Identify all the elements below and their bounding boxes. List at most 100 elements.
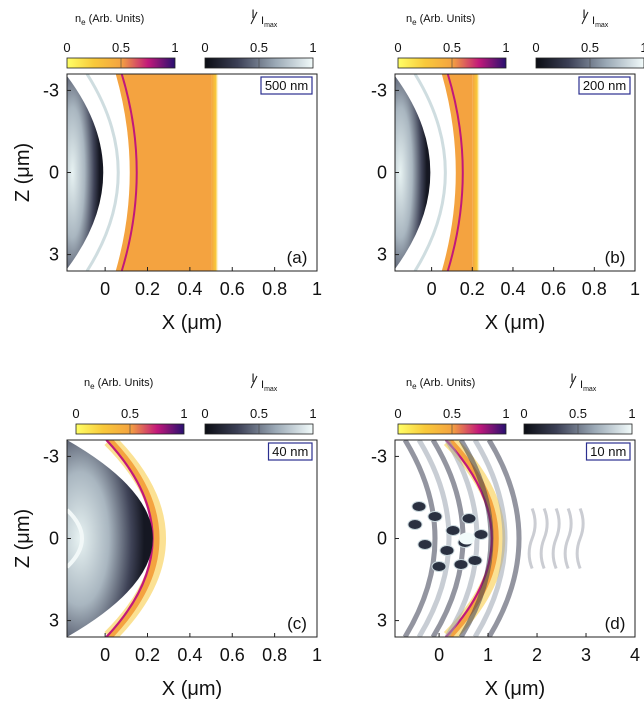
y-tick-label: 3: [377, 245, 387, 265]
x-tick-label: 0.8: [262, 279, 287, 299]
interference-fringe: [486, 440, 522, 637]
laser-beam: [67, 76, 104, 269]
x-tick-label: 1: [630, 279, 640, 299]
x-axis-label: X (μm): [485, 312, 545, 334]
density-colorbar-tick-label: 1: [502, 406, 509, 421]
intensity-blob: [427, 511, 443, 522]
transmitted-wave: [527, 507, 537, 570]
laser-beam: [67, 440, 153, 637]
density-edge: [211, 74, 220, 271]
intensity-colorbar-tick-label: 0: [532, 40, 539, 55]
y-tick-label: 0: [377, 163, 387, 183]
transmitted-wave: [563, 507, 573, 570]
x-tick-label: 1: [312, 279, 322, 299]
density-layer: [446, 440, 499, 637]
intensity-blob: [453, 559, 469, 570]
beam-inner-ring: [67, 508, 84, 569]
x-tick-label: 0: [434, 645, 444, 665]
intensity-blob: [411, 501, 427, 512]
intensity-blob: [417, 539, 433, 550]
y-tick-label: -3: [371, 446, 387, 466]
intensity-colorbar-tick-label: 0.5: [581, 40, 599, 55]
transmitted-wave: [575, 507, 585, 570]
beam-rim: [85, 74, 120, 271]
interference-fringe: [416, 440, 452, 637]
thickness-label: 10 nm: [590, 444, 626, 459]
intensity-blob: [461, 513, 477, 524]
y-tick-label: 3: [49, 245, 59, 265]
density-colorbar-tick-label: 0.5: [112, 40, 130, 55]
intensity-colorbar-slash: [581, 11, 589, 25]
panel-label: (a): [287, 248, 308, 267]
panel-label: (b): [605, 248, 626, 267]
density-slab: [115, 74, 212, 271]
density-colorbar-title: ne (Arb. Units): [406, 13, 475, 27]
transmitted-wave: [551, 507, 561, 570]
density-colorbar-tick-label: 0.5: [443, 40, 461, 55]
x-tick-label: 0.2: [135, 645, 160, 665]
intensity-blob: [431, 561, 447, 572]
thickness-label-box: [267, 442, 313, 461]
density-colorbar-title: ne (Arb. Units): [84, 377, 153, 391]
y-tick-label: -3: [371, 80, 387, 100]
intensity-colorbar-slash: [569, 375, 577, 389]
density-colorbar-tick-label: 0: [72, 406, 79, 421]
intensity-colorbar-title-den: Imax: [592, 15, 609, 29]
density-colorbar-tick-label: 0: [63, 40, 70, 55]
intensity-colorbar-tick-label: 0.5: [250, 406, 268, 421]
y-tick-label: -3: [43, 80, 59, 100]
intensity-colorbar-tick-label: 0: [201, 406, 208, 421]
thickness-label: 40 nm: [272, 444, 308, 459]
intensity-colorbar-slash: [250, 375, 258, 389]
intensity-blob: [467, 555, 483, 566]
y-tick-label: -3: [43, 446, 59, 466]
panel-1-heatmap: [395, 74, 481, 271]
x-tick-label: 1: [483, 645, 493, 665]
intensity-colorbar-slash: [250, 11, 258, 25]
intensity-colorbar-title-num: I: [582, 7, 585, 21]
thickness-label: 200 nm: [583, 78, 626, 93]
x-tick-label: 2: [532, 645, 542, 665]
interference-fringe: [402, 440, 438, 637]
x-tick-label: 0.8: [262, 645, 287, 665]
intensity-colorbar-tick-label: 1: [640, 40, 644, 55]
intensity-colorbar-title-den: Imax: [261, 15, 278, 29]
x-tick-label: 0.4: [177, 279, 202, 299]
thickness-label-box: [585, 442, 631, 461]
density-front: [446, 74, 464, 271]
thickness-label-box: [578, 76, 631, 95]
density-colorbar-title: ne (Arb. Units): [406, 377, 475, 391]
x-tick-label: 0.4: [500, 279, 525, 299]
beam-rim: [413, 74, 447, 271]
density-colorbar-tick-label: 0.5: [443, 406, 461, 421]
intensity-blob: [473, 529, 489, 540]
x-axis-label: X (μm): [162, 312, 222, 334]
intensity-colorbar-tick-label: 1: [628, 406, 635, 421]
x-tick-label: 0.6: [220, 279, 245, 299]
intensity-colorbar-title-num: I: [251, 371, 254, 385]
panel-2-heatmap: [67, 440, 167, 637]
density-slab: [441, 74, 473, 271]
intensity-blob: [445, 525, 461, 536]
intensity-colorbar-tick-label: 0.5: [569, 406, 587, 421]
intensity-colorbar-tick-label: 1: [309, 40, 316, 55]
intensity-blob: [439, 545, 455, 556]
y-tick-label: 3: [49, 611, 59, 631]
intensity-colorbar-tick-label: 0.5: [250, 40, 268, 55]
intensity-blob: [407, 519, 423, 530]
panel-3-heatmap: [402, 440, 585, 637]
panel-3-frame: [394, 439, 636, 638]
x-tick-label: 0.8: [582, 279, 607, 299]
x-tick-label: 4: [630, 645, 640, 665]
intensity-colorbar-title-num: I: [570, 371, 573, 385]
interference-fringe: [458, 440, 494, 637]
y-tick-label: 3: [377, 611, 387, 631]
x-tick-label: 0.4: [177, 645, 202, 665]
intensity-colorbar-title-den: Imax: [580, 379, 597, 393]
intensity-colorbar-tick-label: 1: [309, 406, 316, 421]
x-axis-label: X (μm): [162, 678, 222, 700]
density-front: [120, 74, 138, 271]
panel-label: (c): [287, 614, 307, 633]
x-tick-label: 0: [427, 279, 437, 299]
